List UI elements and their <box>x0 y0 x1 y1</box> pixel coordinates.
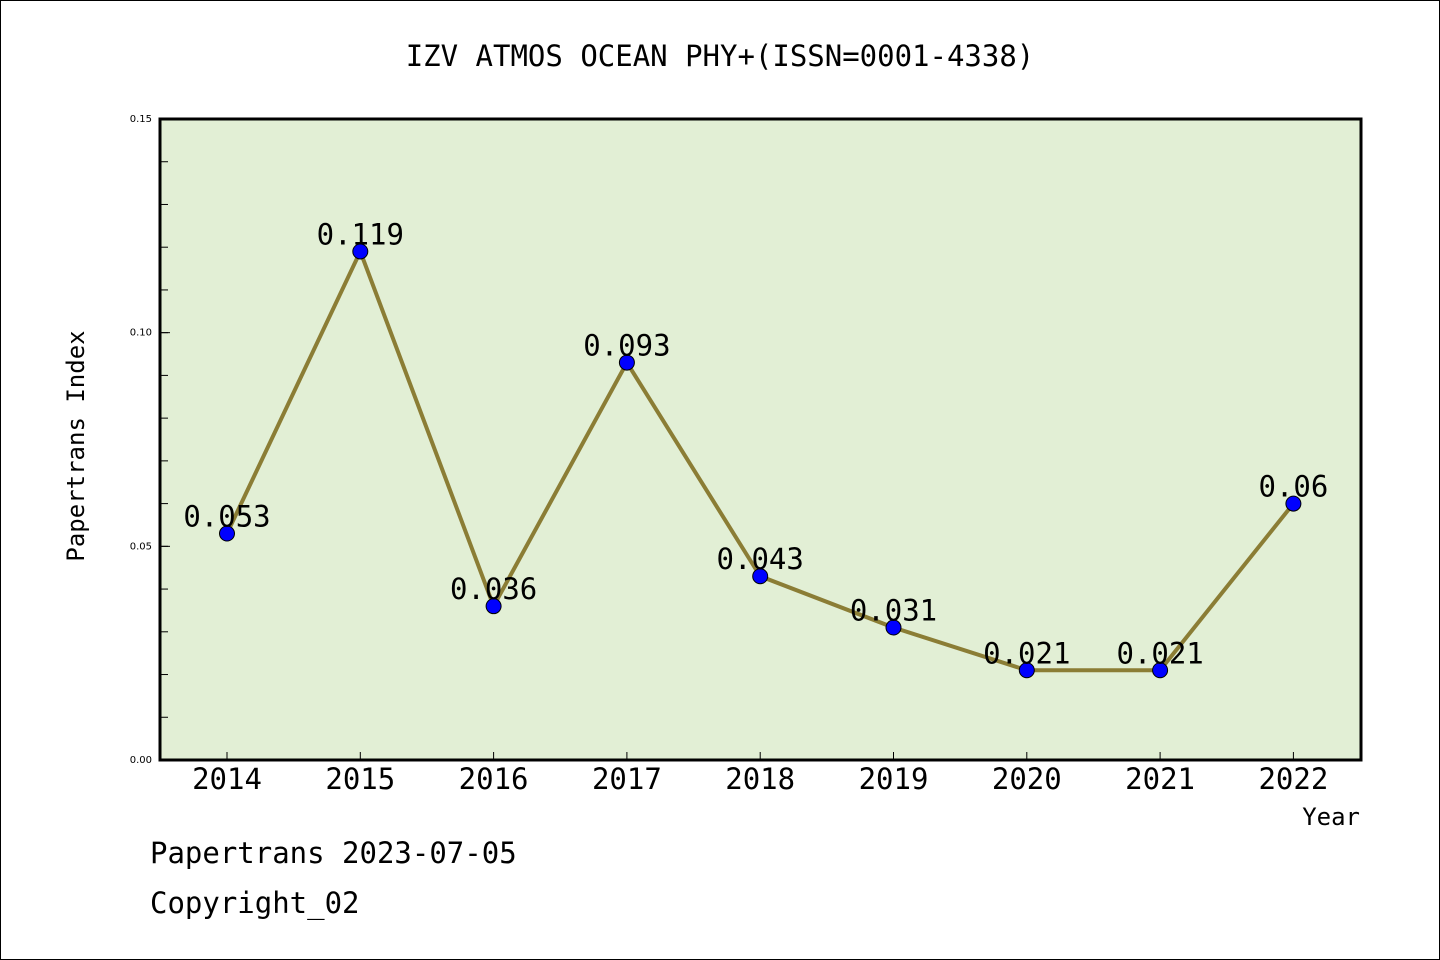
y-tick-label: 0.10 <box>130 328 152 339</box>
x-tick-label: 2015 <box>325 762 395 796</box>
data-point <box>1285 495 1302 512</box>
data-point <box>1018 662 1035 679</box>
x-tick-label: 2022 <box>1258 762 1328 796</box>
data-label: 0.093 <box>583 329 670 363</box>
data-label: 0.021 <box>983 636 1070 670</box>
data-point <box>752 568 769 585</box>
plot-area <box>158 117 1363 762</box>
y-tick-label: 0.05 <box>130 541 152 552</box>
x-tick-label: 2018 <box>725 762 795 796</box>
x-tick-label: 2020 <box>992 762 1062 796</box>
footer-date: Papertrans 2023-07-05 <box>150 836 517 870</box>
data-point <box>485 598 502 615</box>
data-point <box>1152 662 1169 679</box>
x-tick-label: 2017 <box>592 762 662 796</box>
x-tick-label: 2016 <box>459 762 529 796</box>
x-tick-label: 2019 <box>859 762 929 796</box>
data-point <box>885 619 902 636</box>
x-tick-label: 2014 <box>192 762 262 796</box>
data-point <box>618 354 635 371</box>
data-label: 0.053 <box>183 500 270 534</box>
chart-title: IZV ATMOS OCEAN PHY+(ISSN=0001-4338) <box>406 39 1035 73</box>
data-label: 0.06 <box>1258 470 1328 504</box>
data-label: 0.031 <box>850 594 937 628</box>
y-axis-label: Papertrans Index <box>62 330 90 561</box>
y-tick-label: 0.15 <box>130 114 152 125</box>
data-point <box>352 243 369 260</box>
x-tick-label: 2021 <box>1125 762 1195 796</box>
y-tick-label: 0.00 <box>130 755 152 766</box>
data-label: 0.021 <box>1116 636 1203 670</box>
footer-copyright: Copyright_02 <box>150 886 360 920</box>
data-label: 0.036 <box>450 572 537 606</box>
data-label: 0.043 <box>717 542 804 576</box>
data-point <box>219 525 235 542</box>
x-axis-label: Year <box>1302 803 1360 831</box>
data-label: 0.119 <box>317 217 404 251</box>
